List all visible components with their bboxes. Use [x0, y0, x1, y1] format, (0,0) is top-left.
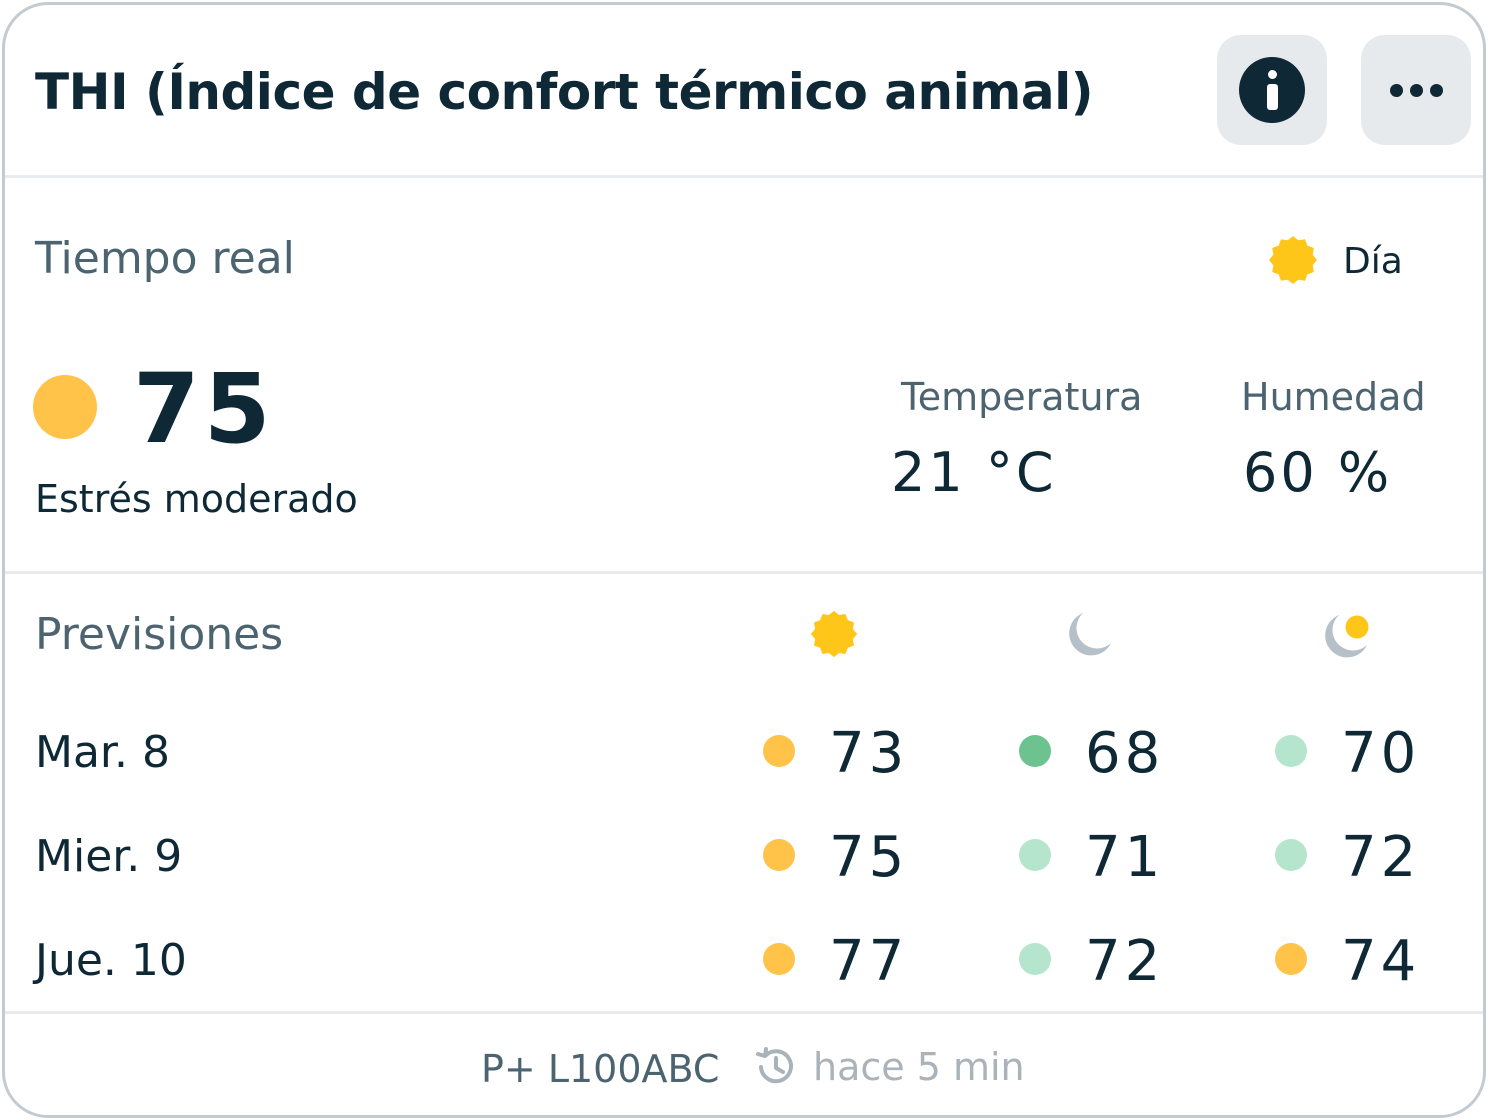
last-updated: hace 5 min [813, 1045, 1025, 1089]
thi-value: 75 [133, 353, 275, 465]
card-title: THI (Índice de confort térmico animal) [35, 63, 1094, 121]
status-dot [1275, 943, 1307, 975]
forecast-day: Jue. 10 [35, 935, 187, 986]
header-divider [5, 175, 1483, 178]
status-dot [1275, 735, 1307, 767]
forecast-value-night: 72 [1085, 929, 1165, 994]
humidity-value: 60 % [1243, 441, 1393, 504]
info-button[interactable] [1217, 35, 1327, 145]
forecast-value-day: 73 [829, 721, 909, 786]
section-divider [5, 571, 1483, 574]
footer-divider [5, 1011, 1483, 1014]
status-dot [763, 839, 795, 871]
forecast-value-night: 68 [1085, 721, 1165, 786]
temperature-value: 21 °C [891, 441, 1057, 504]
forecast-value-mixed: 74 [1341, 929, 1421, 994]
moon-sun-icon [1319, 609, 1375, 661]
status-dot [1019, 943, 1051, 975]
forecast-value-mixed: 72 [1341, 825, 1421, 890]
forecast-value-night: 71 [1085, 825, 1165, 890]
forecast-day: Mier. 9 [35, 831, 183, 882]
realtime-title: Tiempo real [35, 233, 295, 284]
sun-icon [1267, 234, 1319, 286]
forecast-value-day: 77 [829, 929, 909, 994]
humidity-label: Humedad [1241, 375, 1426, 419]
status-dot [1275, 839, 1307, 871]
status-label: Estrés moderado [35, 477, 358, 521]
status-dot [33, 375, 97, 439]
sun-icon [809, 609, 859, 659]
forecast-day: Mar. 8 [35, 727, 170, 778]
status-dot [763, 943, 795, 975]
forecast-title: Previsiones [35, 609, 284, 660]
history-icon [753, 1045, 797, 1089]
forecast-value-mixed: 70 [1341, 721, 1421, 786]
moon-icon [1063, 609, 1115, 661]
status-dot [1019, 839, 1051, 871]
forecast-value-day: 75 [829, 825, 909, 890]
info-icon [1239, 57, 1305, 123]
temperature-label: Temperatura [901, 375, 1143, 419]
period-label: Día [1343, 241, 1403, 282]
status-dot [763, 735, 795, 767]
more-horizontal-icon [1389, 83, 1443, 97]
device-id: P+ L100ABC [481, 1047, 720, 1091]
status-dot [1019, 735, 1051, 767]
more-options-button[interactable] [1361, 35, 1471, 145]
